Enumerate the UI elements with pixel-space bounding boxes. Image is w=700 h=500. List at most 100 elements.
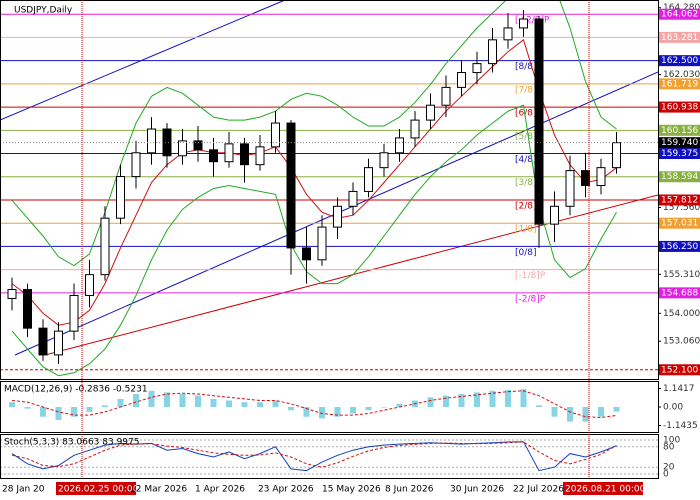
y-tick-label: 1.1417 (663, 384, 695, 394)
stoch-panel (0, 439, 658, 475)
candle-body (116, 176, 125, 219)
candle-body (426, 104, 435, 121)
price-box (659, 217, 700, 229)
macd-bar (489, 390, 496, 408)
y-tick-label: 80 (663, 442, 675, 452)
price-box (659, 287, 700, 299)
price-box (659, 194, 700, 206)
y-tick-label: 0 (663, 470, 669, 480)
macd-bar (303, 407, 310, 417)
macd-bar (117, 398, 124, 408)
candle-body (255, 146, 265, 166)
level-label: [5/8] (515, 132, 537, 142)
candle-body (364, 167, 373, 192)
macd-bar (427, 397, 434, 408)
stoch-title: Stoch(5,3,3) 83.0663 83.9975 (4, 438, 139, 448)
candle-body (240, 143, 249, 166)
time-label: 2026.02.25 00:00 (58, 485, 139, 495)
macd-bar (71, 407, 77, 417)
macd-bar (257, 402, 263, 408)
level-label: [8/8] (515, 62, 537, 72)
price-box-label: 154.688 (661, 288, 698, 298)
price-box (659, 101, 700, 113)
candle-body (178, 140, 187, 157)
price-box-label: 157.031 (661, 219, 698, 229)
time-label: 1 Apr 2026 (195, 485, 245, 495)
price-box (659, 55, 700, 67)
time-label: 8 Jun 2026 (385, 485, 434, 495)
macd-bar (102, 405, 108, 408)
panel-border (0, 434, 659, 479)
macd-bar (195, 395, 201, 408)
price-box-label: 160.938 (661, 103, 698, 113)
y-tick-label: 0.00 (663, 403, 683, 413)
panel-border (0, 0, 659, 380)
time-label: 2026.08.21 00:00 (565, 485, 646, 495)
price-box-label: 156.250 (661, 242, 698, 252)
candle-body (69, 294, 79, 332)
price-box (659, 31, 700, 43)
macd-bar (381, 407, 387, 408)
price-box (659, 78, 700, 90)
candle-body (550, 205, 559, 225)
macd-bar (396, 403, 403, 408)
price-box-label: 164.062 (661, 10, 698, 20)
macd-bar (148, 390, 155, 408)
level-label: [1/8] (515, 225, 537, 235)
indicator-line (11, 104, 617, 377)
macd-bar (520, 389, 527, 408)
price-box-label: 162.500 (661, 56, 698, 66)
y-tick-label: 20 (663, 463, 675, 473)
macd-bar (474, 392, 480, 408)
candle-body (85, 274, 94, 296)
time-label: 23 Apr 2026 (258, 485, 314, 495)
y-tick-label: 154.000 (663, 309, 700, 319)
y-tick-label: 155.310 (663, 270, 700, 280)
y-tick-label: 162.030 (663, 70, 700, 80)
macd-bar (567, 407, 573, 422)
candle-body (488, 39, 497, 65)
indicator-line (11, 441, 617, 468)
level-label: [-2/8]P (515, 294, 546, 304)
macd-title: MACD(12,26,9) -0.2836 -0.5231 (4, 385, 148, 395)
trend-line (0, 0, 286, 121)
indicator-line (11, 0, 617, 267)
price-box (659, 364, 700, 376)
level-label: [0/8] (515, 248, 537, 258)
macd-bar (350, 407, 356, 414)
macd-bar (551, 407, 558, 417)
candle-body (333, 205, 342, 228)
candle-body (23, 289, 32, 329)
indicator-line (11, 38, 617, 326)
candle-body (519, 18, 528, 29)
price-box (659, 8, 700, 20)
level-label: [7/8] (515, 85, 537, 95)
macd-bar (164, 392, 170, 408)
price-box-label: 163.281 (661, 33, 698, 43)
candle-body (7, 289, 17, 299)
macd-bar (133, 394, 139, 408)
time-label: 30 Jun 2026 (450, 485, 504, 495)
candle-body (596, 167, 606, 186)
level-label: [-1/8]P (515, 271, 546, 281)
time-label: 15 May 2026 (322, 485, 381, 495)
time-label: 12 Mar 2026 (130, 485, 187, 495)
chart-title: USDJPY,Daily (14, 6, 73, 16)
candle-body (131, 152, 141, 178)
candle-body (54, 330, 63, 356)
candle-body (457, 72, 466, 88)
candle-body (565, 170, 575, 207)
macd-bar (272, 400, 279, 408)
time-label: 28 Jan 20 (2, 485, 45, 495)
macd-bar (598, 407, 604, 417)
macd-bar (319, 407, 325, 419)
price-box (659, 171, 700, 183)
candle-body (581, 170, 590, 186)
level-label: [2/8] (515, 201, 537, 211)
level-label: [4/8] (515, 155, 537, 165)
macd-bar (365, 407, 372, 411)
price-box (659, 148, 700, 160)
candle-body (271, 122, 280, 148)
macd-bar (40, 407, 46, 417)
candle-body (100, 217, 110, 276)
